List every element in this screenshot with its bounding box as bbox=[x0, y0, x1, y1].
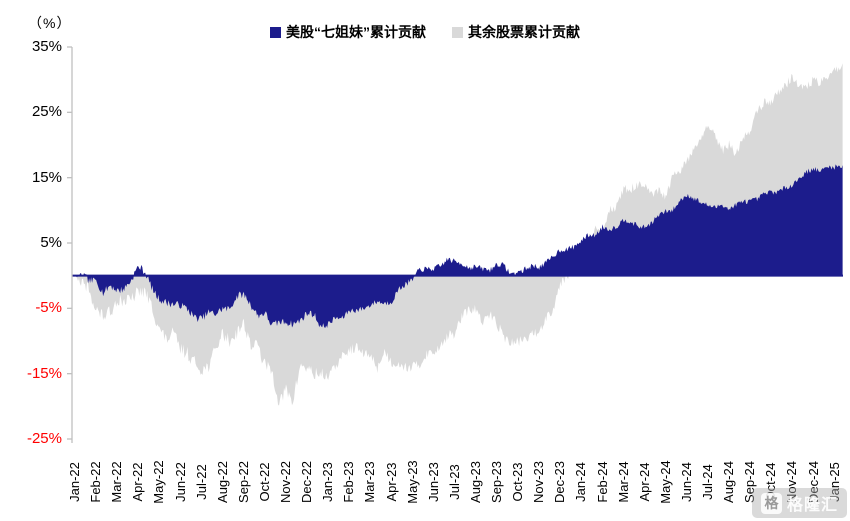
x-tick-label: Dec-23 bbox=[552, 461, 568, 503]
x-tick-label: Aug-22 bbox=[214, 461, 230, 503]
x-tick-label: Apr-23 bbox=[383, 462, 399, 502]
x-tick-label: Feb-22 bbox=[88, 461, 104, 503]
legend-label-magnificent-seven: 美股“七姐妹”累计贡献 bbox=[286, 24, 426, 40]
chart-legend: 美股“七姐妹”累计贡献 其余股票累计贡献 bbox=[270, 22, 580, 42]
y-tick-label: 15% bbox=[31, 168, 62, 186]
x-tick-label: Nov-23 bbox=[531, 461, 547, 503]
y-tick-label: -5% bbox=[35, 299, 62, 317]
y-tick-label: -15% bbox=[26, 364, 62, 382]
x-tick-label: Jun-22 bbox=[172, 462, 188, 502]
x-tick-label: Feb-23 bbox=[341, 461, 357, 503]
magnificent-seven-area bbox=[75, 164, 843, 328]
legend-item-magnificent-seven: 美股“七姐妹”累计贡献 bbox=[270, 22, 426, 42]
x-tick-label: Oct-23 bbox=[510, 462, 526, 502]
y-tick-label: 35% bbox=[31, 38, 62, 55]
x-tick-label: Nov-22 bbox=[278, 461, 293, 503]
x-tick-label: Mar-23 bbox=[362, 461, 378, 503]
x-tick-label: May-24 bbox=[657, 460, 673, 504]
x-tick-label: Apr-22 bbox=[130, 462, 146, 502]
x-tick-label: May-22 bbox=[151, 460, 167, 504]
y-tick-label: 5% bbox=[40, 234, 62, 251]
x-tick-label: Mar-24 bbox=[615, 461, 631, 503]
x-tick-label: Mar-22 bbox=[109, 461, 125, 503]
x-tick-label: Jan-23 bbox=[320, 462, 336, 502]
y-tick-label: 25% bbox=[31, 103, 62, 121]
y-tick-label: -25% bbox=[26, 430, 62, 447]
x-tick-label: May-23 bbox=[404, 460, 420, 504]
x-tick-label: Dec-22 bbox=[299, 461, 315, 503]
x-tick-label: Jun-23 bbox=[425, 462, 441, 502]
x-tick-label: Sep-23 bbox=[489, 461, 504, 503]
navy-square-swatch-icon bbox=[270, 26, 281, 38]
x-tick-label: Aug-24 bbox=[721, 461, 737, 503]
x-tick-label: Jan-22 bbox=[67, 462, 82, 502]
x-tick-label: Jul-23 bbox=[446, 464, 462, 500]
gray-square-swatch-icon bbox=[452, 26, 463, 38]
x-tick-label: Feb-24 bbox=[594, 461, 610, 503]
x-tick-label: Sep-22 bbox=[235, 461, 251, 503]
legend-item-other-stocks: 其余股票累计贡献 bbox=[452, 22, 580, 42]
x-tick-label: Aug-23 bbox=[467, 461, 483, 503]
y-axis-unit-label: （%） bbox=[28, 15, 72, 31]
x-tick-label: Apr-24 bbox=[636, 462, 652, 502]
other-stocks-area bbox=[75, 63, 843, 406]
x-tick-label: Jul-24 bbox=[700, 464, 715, 500]
watermark-logo-icon: 格 bbox=[760, 492, 782, 514]
watermark-badge: 格 格隆汇 bbox=[751, 488, 847, 518]
x-tick-label: Jul-22 bbox=[193, 464, 209, 500]
legend-label-other-stocks: 其余股票累计贡献 bbox=[468, 24, 580, 40]
x-tick-label: Jan-24 bbox=[573, 462, 589, 502]
x-tick-label: Jun-24 bbox=[678, 462, 694, 502]
x-tick-label: Oct-22 bbox=[256, 462, 272, 502]
watermark-text: 格隆汇 bbox=[786, 497, 838, 514]
area-chart-plot bbox=[67, 46, 843, 443]
